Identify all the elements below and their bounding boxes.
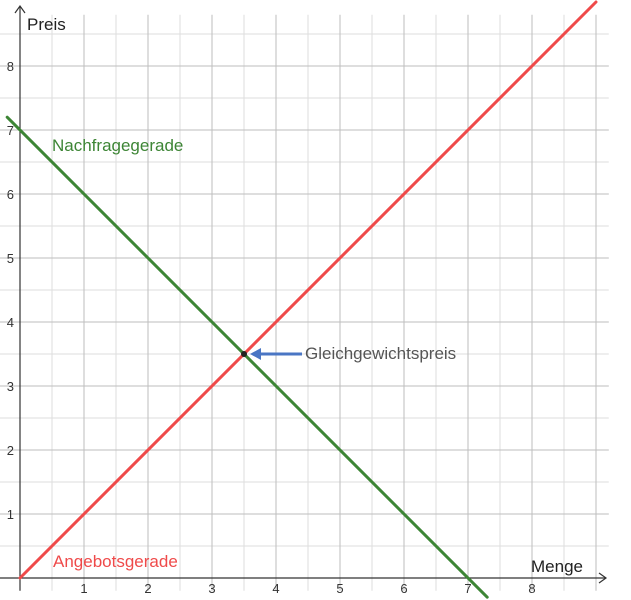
supply-line-label: Angebotsgerade [53, 552, 178, 571]
series-lines [5, 0, 598, 599]
x-tick-label: 7 [464, 581, 471, 596]
x-tick-label: 8 [528, 581, 535, 596]
minor-gridlines [0, 14, 609, 591]
axes [0, 4, 608, 591]
demand-line [5, 115, 489, 599]
tick-labels: 1 2 3 4 5 6 7 8 1 2 3 4 5 6 7 8 [7, 59, 536, 596]
y-tick-label: 2 [7, 443, 14, 458]
x-tick-label: 2 [144, 581, 151, 596]
x-axis-arrowhead [598, 572, 608, 584]
equilibrium-point [241, 351, 247, 357]
equilibrium-annotation-label: Gleichgewichtspreis [305, 344, 456, 363]
major-gridlines [0, 14, 609, 591]
x-axis-label: Menge [531, 557, 583, 576]
y-tick-label: 7 [7, 123, 14, 138]
y-tick-label: 6 [7, 187, 14, 202]
demand-line-label: Nachfragegerade [52, 136, 183, 155]
equilibrium-marks [241, 348, 302, 360]
x-tick-label: 5 [336, 581, 343, 596]
supply-line [18, 0, 598, 580]
y-tick-label: 4 [7, 315, 14, 330]
y-tick-label: 8 [7, 59, 14, 74]
x-tick-label: 4 [272, 581, 279, 596]
annotation-arrow-head [250, 348, 261, 360]
x-tick-label: 1 [80, 581, 87, 596]
y-axis-arrowhead [14, 4, 26, 14]
x-tick-label: 3 [208, 581, 215, 596]
y-tick-label: 1 [7, 507, 14, 522]
y-axis-label: Preis [27, 15, 66, 34]
x-tick-label: 6 [400, 581, 407, 596]
y-tick-label: 5 [7, 251, 14, 266]
y-tick-label: 3 [7, 379, 14, 394]
